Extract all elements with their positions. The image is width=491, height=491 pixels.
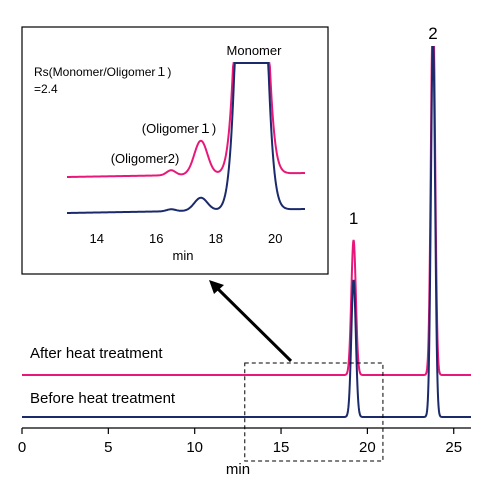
- series-line-after: [22, 46, 471, 376]
- zoom-region-box: [244, 362, 384, 462]
- zoom-arrow: [212, 283, 293, 363]
- main-x-tick-label: 20: [359, 439, 376, 456]
- inset-x-axis-label: min: [173, 248, 194, 263]
- inset-chart: Rs(Monomer/Oligomer１) =2.4 Monomer (Olig…: [21, 26, 329, 275]
- main-x-tick-label: 25: [445, 439, 462, 456]
- inset-x-tick-label: 14: [90, 231, 104, 246]
- inset-annotation-line-1: Rs(Monomer/Oligomer１): [34, 65, 171, 79]
- inset-peak-label-oligomer2: (Oligomer2): [111, 151, 180, 166]
- inset-annotation-line-2: =2.4: [34, 82, 58, 96]
- inset-x-tick-label: 20: [268, 231, 282, 246]
- main-x-axis-label: min: [226, 461, 250, 478]
- peak-label-2: 2: [428, 24, 437, 43]
- main-x-tick-label: 0: [18, 439, 26, 456]
- main-x-tick-label: 15: [273, 439, 290, 456]
- zoom-arrow-head: [209, 280, 224, 294]
- series-line-before: [22, 46, 471, 418]
- inset-series-line-before: [66, 62, 306, 214]
- series-label-after: After heat treatment: [30, 345, 163, 362]
- main-x-ticks: 0 5 10 15 20 25: [18, 428, 462, 456]
- inset-x-tick-label: 18: [209, 231, 223, 246]
- series-label-before: Before heat treatment: [30, 390, 176, 407]
- inset-x-tick-label: 16: [149, 231, 163, 246]
- main-x-tick-label: 5: [104, 439, 112, 456]
- inset-x-tick-labels: 14 16 18 20: [90, 231, 283, 246]
- inset-peak-label-oligomer1: (Oligomer１): [142, 121, 216, 136]
- inset-peak-label-monomer: Monomer: [227, 43, 283, 58]
- main-x-tick-label: 10: [186, 439, 203, 456]
- peak-label-1: 1: [349, 209, 358, 228]
- main-chart: 0 5 10 15 20 25 min After heat treatment Befo…: [18, 24, 471, 478]
